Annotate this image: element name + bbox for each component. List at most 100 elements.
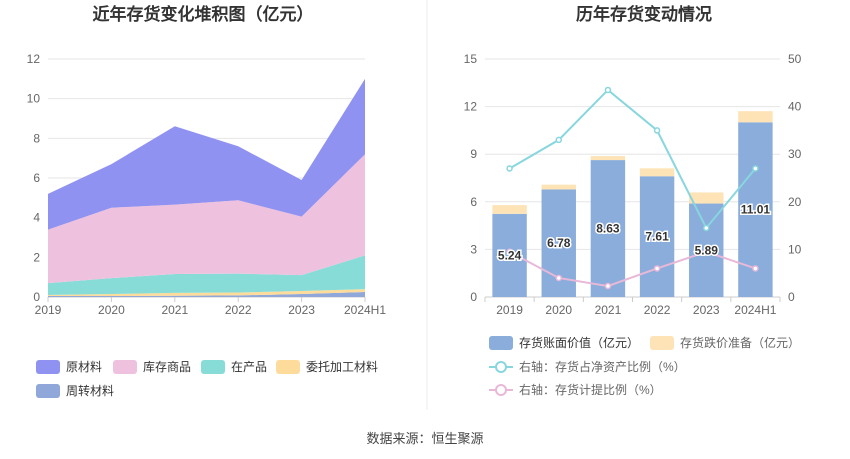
bar-impairment bbox=[639, 168, 675, 177]
y-tick-label: 0 bbox=[33, 290, 40, 304]
y-tick-label-right: 0 bbox=[788, 290, 795, 304]
bar-chart-x-ticks: 2019 2020 2021 2022 2023 2024H1 bbox=[484, 297, 781, 317]
bar-legend[interactable]: 存货账面价值（亿元） 存货跌价准备（亿元） 右轴：存货占净资产比例（%） 右轴：… bbox=[489, 335, 800, 397]
legend-marker bbox=[495, 384, 507, 396]
legend-item-turnover-materials[interactable]: 周转材料 bbox=[36, 383, 114, 398]
legend-label: 周转材料 bbox=[66, 383, 114, 398]
area-layer-库存商品 bbox=[48, 154, 365, 284]
bar-chart-left-y-ticks: 0 3 6 9 12 15 bbox=[464, 52, 478, 304]
y-tick-label-right: 30 bbox=[788, 147, 802, 161]
line-point bbox=[752, 265, 759, 272]
bar-chart-bars bbox=[492, 111, 773, 297]
bar-value-label: 5.24 bbox=[498, 248, 522, 262]
legend-swatch bbox=[489, 336, 513, 350]
y-tick-label: 4 bbox=[33, 211, 40, 225]
legend-label: 委托加工材料 bbox=[306, 360, 378, 374]
legend-marker bbox=[495, 361, 507, 373]
area-layer-委托加工材料 bbox=[48, 289, 365, 297]
legend-swatch bbox=[113, 360, 137, 374]
x-tick-label: 2021 bbox=[595, 303, 622, 317]
y-tick-label: 6 bbox=[33, 171, 40, 185]
legend-swatch bbox=[36, 360, 60, 374]
line-point bbox=[703, 248, 710, 256]
bar-impairment bbox=[590, 156, 626, 161]
y-tick-label: 10 bbox=[27, 92, 41, 106]
bar-chart-right-y-ticks: 0 10 20 30 40 50 bbox=[788, 52, 802, 304]
bar-value-label: 11.01 bbox=[741, 203, 771, 217]
x-tick-label: 2023 bbox=[288, 303, 315, 317]
legend-item-work-in-progress[interactable]: 在产品 bbox=[201, 360, 267, 374]
legend-label: 右轴：存货占净资产比例（%） bbox=[519, 359, 686, 374]
x-tick-label: 2020 bbox=[545, 303, 572, 317]
y-tick-label-left: 6 bbox=[470, 195, 477, 209]
bar-value-label: 8.63 bbox=[596, 222, 620, 236]
legend-swatch bbox=[276, 360, 300, 374]
legend-label: 存货账面价值（亿元） bbox=[519, 335, 639, 350]
bar-chart-lines bbox=[506, 86, 759, 290]
x-tick-label: 2019 bbox=[35, 303, 62, 317]
bar-value-label: 7.61 bbox=[645, 230, 669, 244]
y-tick-label: 8 bbox=[33, 131, 40, 145]
y-tick-label-left: 15 bbox=[464, 52, 478, 66]
x-tick-label: 2024H1 bbox=[344, 303, 386, 317]
legend-label: 在产品 bbox=[231, 360, 267, 374]
bar-impairment bbox=[689, 192, 724, 204]
legend-item-provision-ratio[interactable]: 右轴：存货计提比例（%） bbox=[489, 382, 662, 397]
x-tick-label: 2022 bbox=[644, 303, 671, 317]
legend-item-finished-goods[interactable]: 库存商品 bbox=[113, 359, 191, 374]
y-tick-label: 12 bbox=[27, 52, 41, 66]
legend-label: 存货跌价准备（亿元） bbox=[680, 335, 800, 350]
y-tick-label: 2 bbox=[33, 250, 40, 264]
x-tick-label: 2023 bbox=[693, 303, 720, 317]
area-layer-周转材料 bbox=[48, 292, 365, 297]
data-source: 数据来源：恒生聚源 bbox=[366, 431, 483, 446]
y-tick-label-left: 12 bbox=[464, 100, 478, 114]
bar-book-value bbox=[492, 213, 527, 297]
line-point bbox=[653, 127, 661, 134]
line-point bbox=[703, 224, 710, 232]
legend-label: 原材料 bbox=[66, 360, 102, 374]
bar-book-value bbox=[590, 160, 626, 297]
line-point bbox=[506, 248, 513, 256]
legend-swatch bbox=[36, 384, 60, 398]
x-tick-label: 2022 bbox=[225, 303, 252, 317]
y-tick-label-right: 40 bbox=[788, 100, 802, 114]
area-chart-x-ticks: 2019 2020 2021 2022 2023 2024H1 bbox=[35, 297, 386, 317]
legend-item-book-value[interactable]: 存货账面价值（亿元） bbox=[489, 335, 639, 350]
line-右轴：存货占净资产比例（%） bbox=[509, 88, 757, 230]
line-右轴：存货计提比例（%） bbox=[509, 250, 756, 288]
y-tick-label-right: 20 bbox=[788, 195, 802, 209]
legend-label: 右轴：存货计提比例（%） bbox=[519, 382, 662, 397]
legend-item-inventory-to-net-assets[interactable]: 右轴：存货占净资产比例（%） bbox=[489, 359, 686, 374]
legend-item-impairment[interactable]: 存货跌价准备（亿元） bbox=[650, 335, 800, 350]
bar-chart-value-labels: 5.24 6.78 8.63 7.61 5.89 11.01 bbox=[496, 201, 772, 264]
legend-item-raw-materials[interactable]: 原材料 bbox=[36, 360, 102, 374]
legend-item-consigned-processing[interactable]: 委托加工材料 bbox=[276, 360, 378, 374]
y-tick-label-right: 10 bbox=[788, 242, 802, 256]
y-tick-label-right: 50 bbox=[788, 52, 802, 66]
y-tick-label-left: 0 bbox=[470, 290, 477, 304]
x-tick-label: 2019 bbox=[496, 303, 523, 317]
line-point bbox=[604, 86, 612, 94]
bar-value-label: 6.78 bbox=[547, 236, 571, 250]
line-point bbox=[555, 136, 562, 144]
area-chart-layers bbox=[48, 78, 365, 297]
line-point bbox=[604, 282, 612, 290]
y-tick-label-left: 9 bbox=[470, 147, 477, 161]
line-point bbox=[506, 165, 513, 172]
bar-impairment bbox=[492, 205, 527, 214]
line-point bbox=[555, 274, 562, 282]
bar-value-label: 5.89 bbox=[695, 243, 719, 257]
legend-swatch bbox=[650, 336, 674, 350]
bar-impairment bbox=[541, 184, 576, 190]
area-chart-y-ticks: 0 2 4 6 8 10 12 bbox=[27, 52, 41, 304]
bar-chart-title: 历年存货变动情况 bbox=[576, 4, 712, 24]
bar-impairment bbox=[738, 111, 773, 123]
area-legend[interactable]: 原材料 库存商品 在产品 委托加工材料 周转材料 bbox=[36, 359, 378, 398]
legend-label: 库存商品 bbox=[143, 359, 191, 374]
area-layer-原材料 bbox=[48, 78, 365, 230]
area-chart-title: 近年存货变化堆积图（亿元） bbox=[93, 4, 314, 24]
x-tick-label: 2021 bbox=[161, 303, 188, 317]
area-layer-在产品 bbox=[48, 255, 365, 296]
